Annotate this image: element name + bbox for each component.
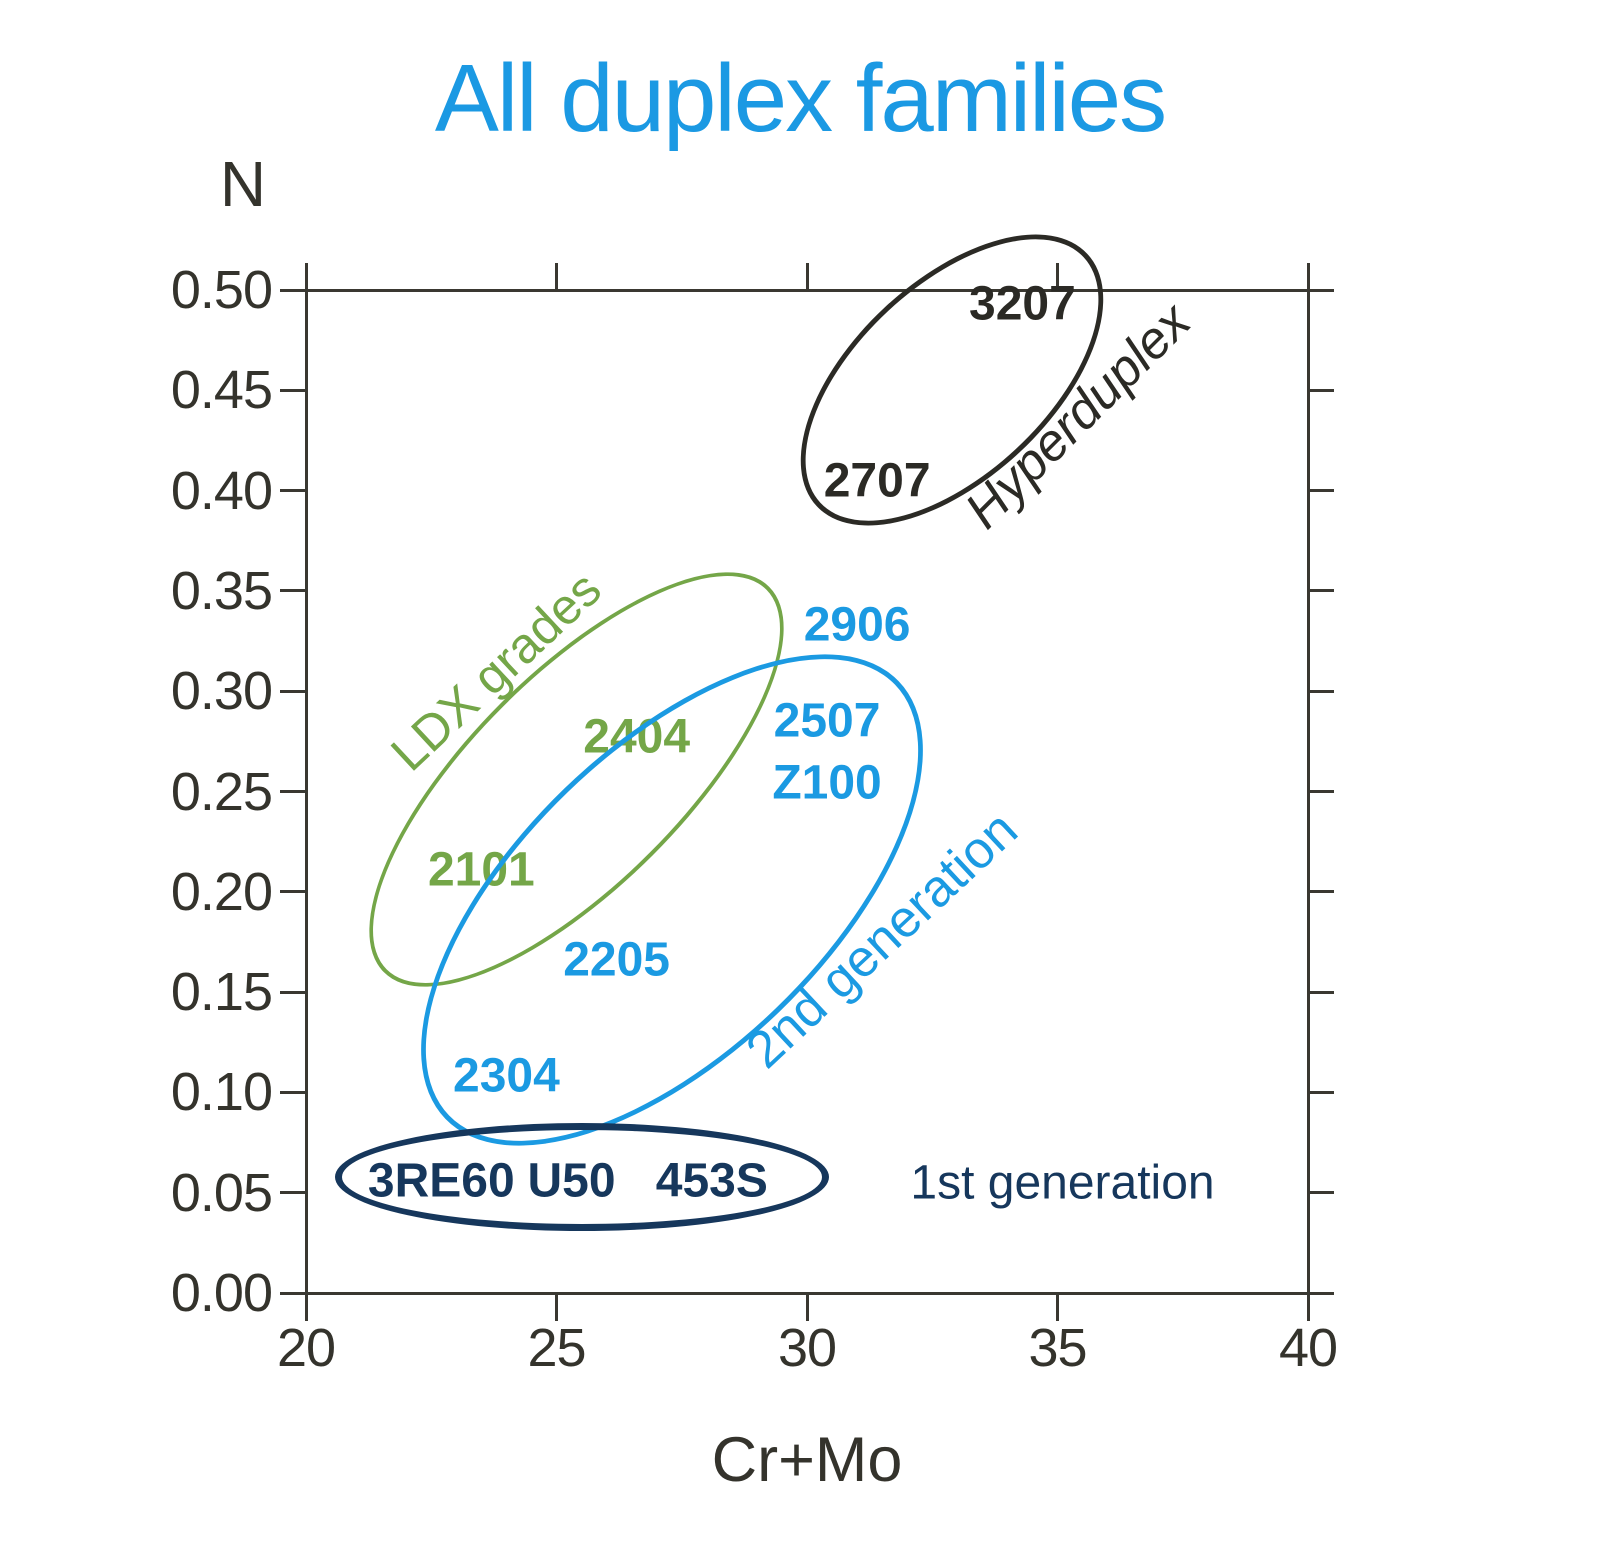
grade-label-2404: 2404 [583, 710, 691, 764]
y-tick-label: 0.30 [170, 661, 273, 722]
x-top-tick [1056, 263, 1059, 290]
y-right-tick [1308, 990, 1334, 994]
y-right-tick [1308, 489, 1334, 493]
y-tick [280, 1291, 306, 1295]
y-right-tick [1308, 790, 1334, 793]
grade-label-453s: 453S [655, 1154, 768, 1208]
grade-label-3re60: 3RE60 [367, 1154, 515, 1208]
y-right-tick [1308, 589, 1334, 593]
x-tick [1306, 1293, 1310, 1321]
y-tick [280, 1191, 306, 1195]
grade-label-2205: 2205 [563, 933, 670, 987]
x-top-tick [1306, 263, 1310, 290]
y-tick-label: 0.00 [170, 1263, 273, 1323]
y-tick-label: 0.40 [170, 460, 273, 521]
x-axis-title: Cr+Mo [711, 1425, 903, 1495]
x-top-tick [555, 263, 558, 290]
grade-label-2101: 2101 [427, 843, 535, 897]
grade-label-2707: 2707 [823, 454, 931, 508]
x-tick [805, 1293, 809, 1321]
y-tick [280, 890, 306, 894]
x-tick-label: 35 [1028, 1318, 1087, 1378]
y-tick-label: 0.05 [170, 1162, 273, 1223]
y-tick [280, 489, 306, 493]
y-tick [280, 689, 306, 693]
x-tick-label: 30 [777, 1318, 837, 1378]
x-top-tick [805, 263, 809, 290]
x-tick [304, 1293, 308, 1321]
y-tick [280, 589, 306, 593]
y-tick-label: 0.50 [170, 260, 273, 320]
x-tick-label: 20 [276, 1318, 336, 1378]
x-tick [1056, 1293, 1059, 1321]
grade-label-2507: 2507 [773, 694, 881, 748]
x-tick-label: 25 [527, 1318, 586, 1378]
y-tick [280, 990, 306, 994]
x-tick-label: 40 [1278, 1318, 1338, 1378]
grade-label-2304: 2304 [453, 1049, 560, 1103]
y-tick [280, 288, 306, 292]
y-right-tick [1308, 1291, 1334, 1295]
y-axis-title: N [219, 148, 267, 220]
y-tick-label: 0.15 [170, 962, 273, 1023]
y-right-tick [1308, 388, 1334, 392]
y-tick [280, 388, 306, 392]
grade-label-3207: 3207 [969, 277, 1076, 331]
chart-title: All duplex families [434, 45, 1167, 152]
y-right-tick [1308, 1090, 1334, 1094]
grade-label-z100: Z100 [772, 756, 882, 810]
y-tick [280, 1090, 306, 1094]
family-ellipse-1st-generation [334, 1122, 829, 1231]
y-tick-label: 0.25 [170, 761, 273, 822]
y-tick-label: 0.20 [170, 861, 273, 922]
y-right-tick [1308, 890, 1334, 894]
family-label-1st-generation: 1st generation [910, 1156, 1215, 1210]
grade-label-2906: 2906 [803, 598, 911, 652]
y-tick [280, 790, 306, 793]
y-tick-label: 0.10 [170, 1062, 273, 1123]
y-right-tick [1308, 288, 1334, 292]
y-tick-label: 0.45 [170, 360, 273, 421]
x-tick [555, 1293, 558, 1321]
grade-label-u50: U50 [527, 1154, 616, 1208]
y-right-tick [1308, 1191, 1334, 1195]
y-tick-label: 0.35 [170, 560, 273, 621]
y-right-tick [1308, 689, 1334, 693]
x-top-tick [304, 263, 308, 290]
